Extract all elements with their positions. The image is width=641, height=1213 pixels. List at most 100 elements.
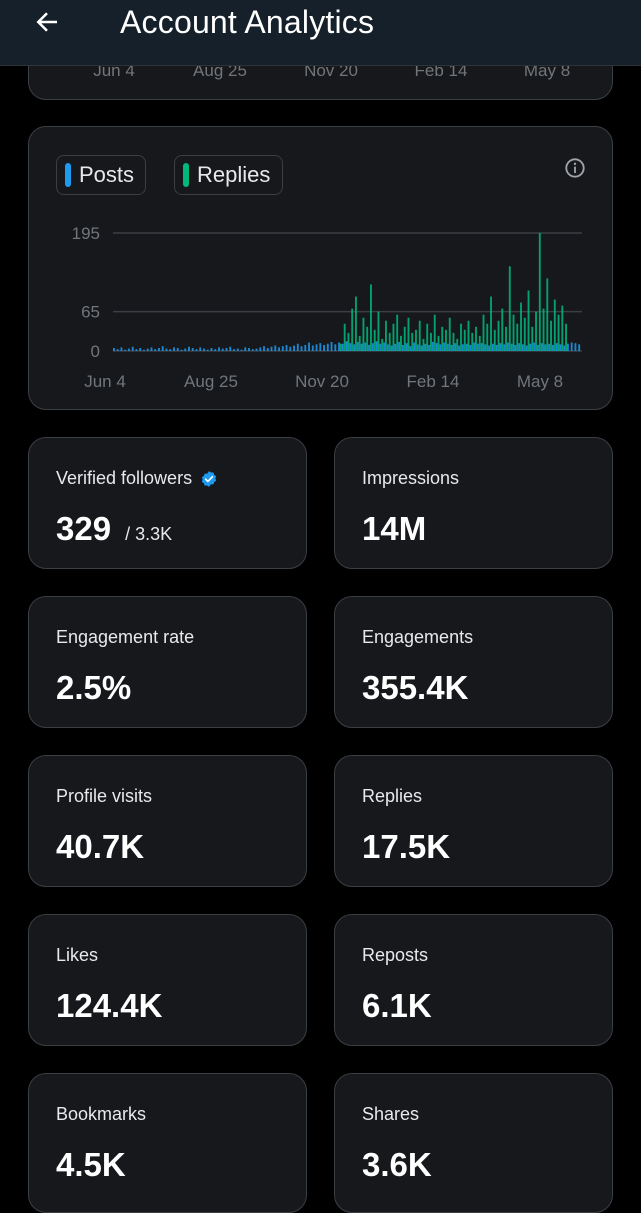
stat-value: 17.5K [362, 828, 451, 865]
replies-bar [512, 314, 515, 351]
posts-bar [323, 344, 325, 351]
x-tick-label: Aug 25 [184, 372, 238, 391]
replies-bar [523, 317, 526, 351]
y-tick-label: 195 [72, 224, 100, 243]
replies-bar [542, 308, 545, 351]
replies-bar [520, 302, 522, 351]
posts-bar [401, 344, 404, 351]
stat-card-engagements: Engagements 355.4K [334, 596, 613, 728]
back-button[interactable] [26, 2, 68, 42]
posts-bar [128, 348, 130, 351]
replies-bar [553, 299, 556, 351]
posts-bar [161, 346, 164, 351]
replies-bar [478, 335, 481, 351]
replies-bar [373, 329, 376, 351]
posts-bar [289, 346, 292, 351]
stat-label: Verified followers [56, 468, 193, 488]
replies-bar [497, 320, 500, 351]
posts-bar [225, 347, 228, 351]
stat-total: / 3.3K [125, 524, 173, 544]
posts-bar [450, 344, 453, 351]
replies-swatch [183, 163, 189, 187]
posts-bar [240, 349, 243, 351]
posts-bar [338, 342, 340, 351]
posts-bar [375, 341, 378, 351]
posts-bar [326, 343, 329, 351]
stat-card-verified-followers: Verified followers 329 / 3.3K [28, 437, 307, 569]
replies-bar [411, 332, 414, 351]
posts-bar [383, 342, 386, 351]
posts-bar [281, 346, 284, 351]
posts-bar [233, 349, 235, 351]
posts-bar [495, 344, 498, 351]
replies-bar [550, 320, 552, 351]
posts-bar [274, 345, 277, 351]
posts-bar [394, 343, 397, 351]
posts-bar [356, 341, 359, 351]
replies-bar [415, 329, 417, 351]
posts-bar [296, 343, 299, 351]
posts-bar [124, 349, 127, 351]
replies-bar [535, 311, 537, 351]
legend-replies-toggle[interactable]: Replies [174, 155, 283, 195]
replies-bar [381, 338, 384, 351]
stat-card-shares: Shares 3.6K [334, 1073, 613, 1213]
posts-bar [360, 343, 363, 351]
posts-bar [424, 343, 427, 351]
replies-bar [370, 284, 372, 351]
posts-bar [263, 346, 265, 351]
posts-bar [199, 347, 202, 351]
stat-card-profile-visits: Profile visits 40.7K [28, 755, 307, 887]
posts-bar [439, 344, 442, 351]
replies-bar [343, 323, 346, 351]
posts-bar [345, 341, 348, 351]
y-tick-label: 65 [81, 303, 100, 322]
stat-label: Likes [56, 945, 99, 965]
replies-bar [557, 314, 560, 351]
posts-bar [506, 342, 509, 351]
posts-bar [491, 343, 494, 351]
posts-bar [244, 347, 247, 351]
posts-replies-chart: 0 65 195 Jun 4 Aug 25 Nov 20 Feb 14 May 8 [72, 224, 582, 391]
legend-posts-toggle[interactable]: Posts [56, 155, 146, 195]
posts-bar [285, 344, 288, 351]
posts-bar [368, 344, 371, 351]
info-icon[interactable] [564, 157, 586, 179]
posts-bar [570, 342, 573, 351]
posts-bar [480, 343, 483, 351]
posts-bar [510, 343, 513, 351]
posts-bar [461, 344, 464, 351]
replies-bar [452, 332, 455, 351]
posts-bar [529, 343, 532, 351]
replies-bar [460, 323, 462, 351]
replies-bar [463, 329, 466, 351]
stat-value-wrap: 329 / 3.3K [56, 510, 172, 548]
posts-bar [488, 345, 491, 351]
stat-value: 329 [56, 510, 112, 547]
posts-bar [409, 346, 412, 351]
posts-bar [311, 345, 314, 351]
posts-bar [458, 345, 461, 351]
posts-bar [499, 343, 502, 351]
replies-bar [501, 308, 504, 351]
arrow-left-icon [36, 12, 57, 32]
posts-bar [131, 346, 134, 351]
posts-swatch [65, 163, 71, 187]
posts-bar [270, 346, 273, 351]
posts-bar [139, 347, 142, 351]
replies-bar [388, 332, 391, 351]
posts-bar [214, 349, 217, 351]
replies-bar [407, 317, 410, 351]
previous-chart-x-axis: Jun 4 Aug 25 Nov 20 Feb 14 May 8 [29, 61, 612, 97]
stat-label: Engagement rate [56, 627, 195, 647]
posts-bar [293, 345, 295, 351]
posts-bar [514, 344, 517, 351]
posts-bar [443, 342, 446, 351]
stat-value: 2.5% [56, 669, 132, 706]
posts-bar [229, 346, 232, 351]
replies-bar [355, 296, 357, 351]
replies-bar [430, 332, 432, 351]
stat-label: Reposts [362, 945, 429, 965]
replies-bar [527, 290, 530, 351]
y-tick-label: 0 [91, 342, 100, 361]
